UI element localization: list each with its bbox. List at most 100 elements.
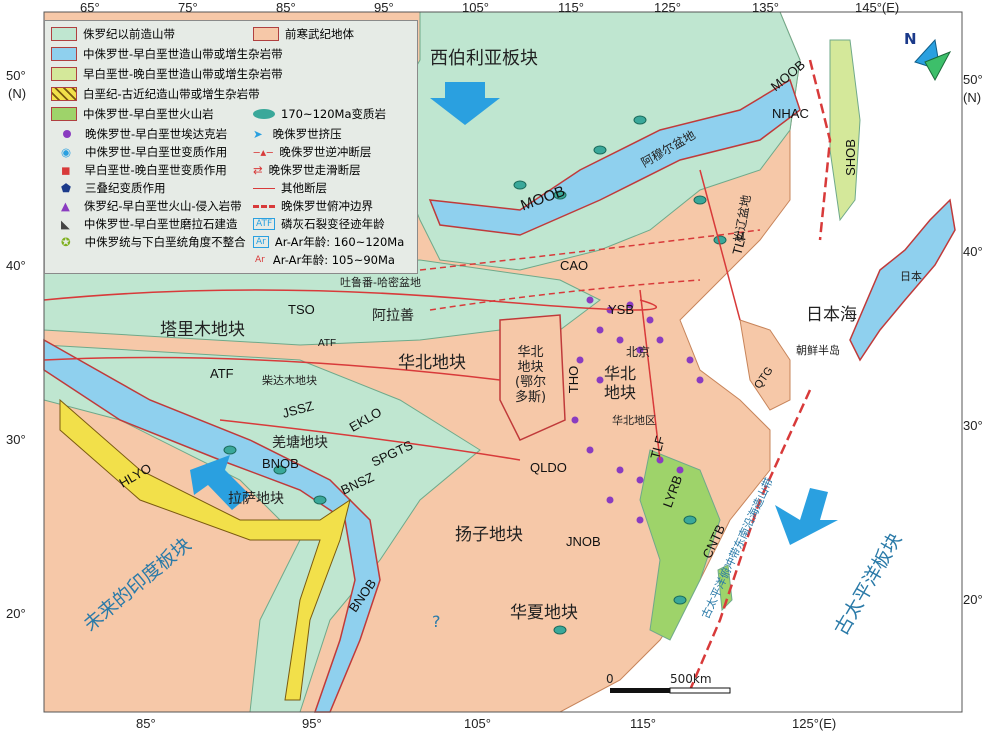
molasse-icon: ◣ — [61, 217, 70, 231]
legend-label: 其他断层 — [281, 181, 327, 195]
legend-item: Ar Ar-Ar年龄: 160~120Ma — [253, 233, 404, 251]
lon-label-top: 115° — [558, 0, 584, 15]
beijing-label: 北京 — [626, 345, 651, 359]
strike-slip-icon: ⇄ — [253, 163, 263, 177]
legend-label: 晚侏罗世俯冲边界 — [281, 199, 373, 213]
lon-label-top: 105° — [462, 0, 489, 15]
lat-label: 50° — [6, 68, 26, 83]
metamorphic-rocks — [223, 115, 727, 635]
north-arrow-icon — [914, 38, 952, 82]
fault-lines — [43, 169, 761, 461]
north-china-region-label: 华北地区 — [612, 414, 656, 427]
lat-label: 40° — [6, 258, 26, 273]
scale-zero-label: 0 — [606, 672, 614, 686]
ar-tag: Ar — [253, 236, 269, 248]
legend-label: 侏罗纪-早白垩世火山-侵入岩带 — [83, 199, 242, 213]
legend-swatch — [51, 27, 77, 41]
qaidam-block-label: 柴达木地块 — [262, 374, 317, 387]
north-label: N — [904, 30, 917, 48]
belt-abbr: BNOB — [262, 456, 299, 471]
belt-abbr: NHAC — [772, 106, 809, 121]
legend-item: 侏罗纪以前造山带 — [51, 25, 175, 43]
metamorphism-icon: ◉ — [61, 145, 72, 159]
legend-label: 三叠纪变质作用 — [85, 181, 166, 195]
ordos-block — [499, 314, 566, 441]
legend-label: 白垩纪-古近纪造山带或增生杂岩带 — [83, 87, 260, 101]
legend-label: 磷灰石裂变径迹年龄 — [281, 217, 385, 231]
belt-abbr: SHOB — [842, 139, 858, 176]
legend-item: ◉ 中侏罗世-早白垩世变质作用 — [55, 143, 227, 161]
map-frame — [43, 11, 963, 713]
legend-item: 其他断层 — [253, 179, 327, 197]
lat-label-right: 40° — [963, 244, 983, 259]
arrow-icon: ➤ — [253, 127, 263, 141]
cntb-belt — [639, 449, 721, 641]
legend-label: 晚侏罗世走滑断层 — [268, 163, 361, 177]
belt-abbr: JNOB — [566, 534, 601, 549]
belt-abbr: TSO — [288, 302, 315, 317]
compression-arrows — [190, 82, 838, 545]
legend-item: ‒▴‒ 晚侏罗世逆冲断层 — [253, 143, 371, 161]
lat-label: (N) — [8, 86, 27, 101]
legend-label: 早白垩世-晚白垩世造山带或增生杂岩带 — [83, 67, 283, 81]
adakite-icon — [63, 130, 71, 138]
legend-item: ▲ 侏罗纪-早白垩世火山-侵入岩带 — [55, 197, 242, 215]
subduction-icon — [253, 204, 275, 208]
legend-swatch — [253, 27, 279, 41]
belt-abbr: YSB — [608, 302, 635, 317]
legend-item: ➤ 晚侏罗世挤压 — [253, 125, 342, 143]
lon-label-bottom: 95° — [302, 716, 322, 731]
ordos-block-label: 华北 地块 (鄂尔 多斯) — [515, 345, 547, 405]
legend-item: 前寒武纪地体 — [253, 25, 354, 43]
thrust-fault-icon: ‒▴‒ — [253, 145, 274, 159]
moob-belt — [428, 78, 801, 236]
lat-label-right: 50° — [963, 72, 983, 87]
legend-item: 晚侏罗世-早白垩世埃达克岩 — [55, 125, 227, 143]
legend-item: 晚侏罗世俯冲边界 — [253, 197, 373, 215]
belt-abbr: THO — [566, 365, 582, 394]
legend-label: 侏罗纪以前造山带 — [83, 27, 175, 41]
scale-bar — [610, 687, 731, 694]
lon-label-top: 135° — [752, 0, 779, 15]
lon-label-bottom: 105° — [464, 716, 491, 731]
legend-item: 早白垩世-晚白垩世造山带或增生杂岩带 — [51, 65, 283, 83]
taiwan-island — [717, 564, 733, 612]
lon-label-bottom: 125°(E) — [792, 716, 837, 731]
hlyo-belt — [59, 398, 351, 701]
lon-label-bottom: 85° — [136, 716, 156, 731]
korea-label: 朝鲜半岛 — [796, 344, 840, 357]
lon-label-top: 75° — [178, 0, 198, 15]
map-legend: 侏罗纪以前造山带 中侏罗世-早白垩世造山带或增生杂岩带 早白垩世-晚白垩世造山带… — [44, 20, 418, 274]
legend-item: 170~120Ma变质岩 — [253, 105, 386, 123]
legend-item: ◣ 中侏罗世-早白垩世磨拉石建造 — [55, 215, 238, 233]
unconformity-icon: ✪ — [61, 235, 71, 249]
scale-length-label: 500km — [670, 672, 712, 686]
question-mark-label: ? — [432, 612, 441, 631]
lon-label-top: 95° — [374, 0, 394, 15]
legend-label: Ar-Ar年龄: 160~120Ma — [274, 235, 405, 249]
legend-item: 中侏罗世-早白垩世造山带或增生杂岩带 — [51, 45, 283, 63]
yangtze-block-label: 扬子地块 — [455, 525, 523, 545]
legend-item: 白垩纪-古近纪造山带或增生杂岩带 — [51, 85, 260, 103]
legend-label: 中侏罗世-早白垩世火山岩 — [83, 107, 214, 121]
north-china-block-label: 华北地块 — [398, 353, 466, 373]
north-china-east-label: 华北 地块 — [604, 364, 637, 402]
qiangtang-block-label: 羌塘地块 — [272, 435, 328, 451]
lon-label-top: 125° — [654, 0, 681, 15]
sea-of-japan-label: 日本海 — [806, 305, 857, 325]
volcano-icon: ▲ — [61, 199, 70, 213]
legend-item: ✪ 中侏罗统与下白垩统角度不整合 — [55, 233, 246, 251]
legend-swatch — [51, 107, 77, 121]
tarim-block-label: 塔里木地块 — [160, 320, 245, 340]
legend-item: ◼ 早白垩世-晚白垩世变质作用 — [55, 161, 227, 179]
fault-abbr: ATF — [210, 366, 234, 381]
metamorphism-icon: ◼ — [61, 163, 71, 177]
subduction-boundaries — [688, 59, 832, 691]
ar-tag: Ar — [255, 255, 265, 265]
adakite-cluster — [571, 296, 704, 524]
turpan-basin-label: 吐鲁番-哈密盆地 — [340, 276, 421, 289]
lat-label-right: 20° — [963, 592, 983, 607]
cathaysia-block-label: 华夏地块 — [510, 603, 578, 623]
alxa-label: 阿拉善 — [372, 308, 414, 324]
